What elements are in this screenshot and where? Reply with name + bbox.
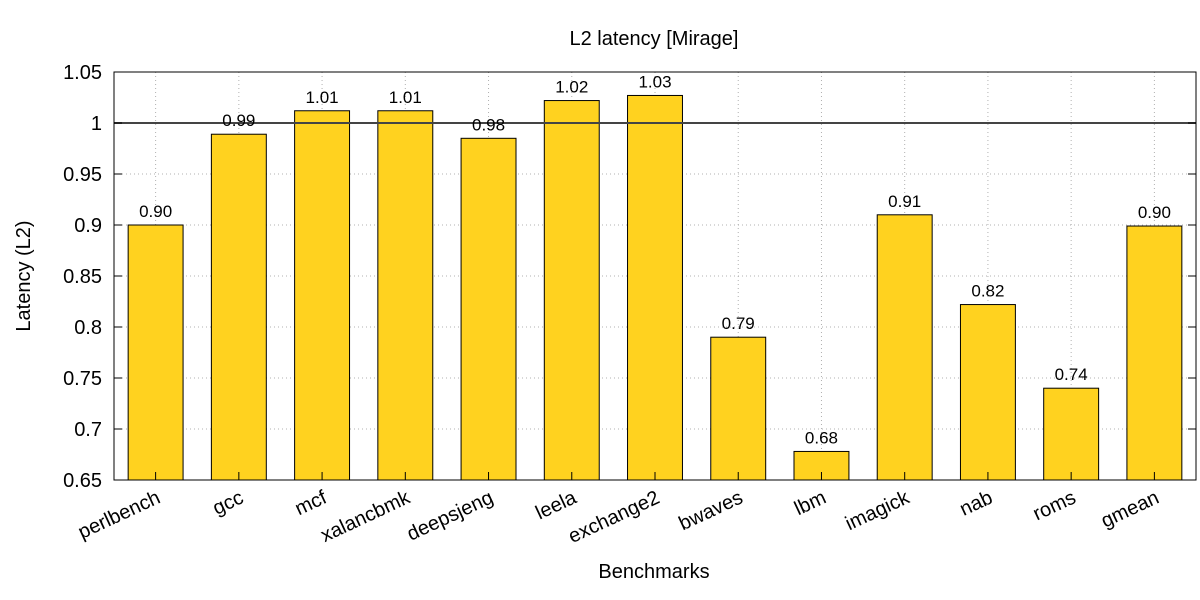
bar-leela: [543, 100, 600, 481]
x-tick-label: bwaves: [676, 487, 747, 536]
x-tick-label: xalancbmk: [317, 486, 414, 547]
y-tick-label: 0.9: [74, 215, 102, 237]
y-tick-label: 0.75: [63, 368, 102, 390]
data-label: 1.01: [306, 88, 339, 107]
y-tick-label: 0.7: [74, 419, 102, 441]
x-tick-label: roms: [1030, 487, 1080, 526]
data-labels: 0.90 0.99 1.01 1.01 0.98 1.02 1.03 0.79 0.68 0.91…: [139, 72, 1171, 447]
y-tick-label: 0.65: [63, 470, 102, 492]
x-tick-label: gcc: [209, 487, 247, 520]
y-tick-label: 0.95: [63, 164, 102, 186]
bar-perlbench: [127, 224, 184, 481]
y-tick-label: 1: [91, 113, 102, 135]
data-label: 0.68: [805, 428, 838, 447]
data-label: 0.98: [472, 115, 505, 134]
data-label: 0.91: [888, 192, 921, 211]
y-tick-label: 1.05: [63, 62, 102, 84]
x-tick-label: perlbench: [75, 487, 164, 544]
bar-imagick: [876, 214, 933, 481]
y-tick-label: 0.85: [63, 266, 102, 288]
bar-exchange2: [627, 94, 683, 481]
y-axis: 0.65 0.7 0.75 0.8 0.85 0.9 0.95 1 1.05: [63, 62, 1196, 492]
data-label: 0.82: [971, 282, 1004, 301]
x-tick-label: deepsjeng: [404, 487, 497, 546]
x-tick-label: lbm: [791, 487, 830, 521]
x-tick-label: gmean: [1098, 487, 1163, 533]
y-axis-label: Latency (L2): [13, 220, 35, 331]
x-tick-label: exchange2: [565, 487, 663, 548]
bar-gmean: [1126, 225, 1183, 481]
data-label: 1.02: [555, 78, 588, 97]
bar-bwaves: [710, 336, 767, 481]
bar-roms: [1043, 387, 1100, 481]
data-label: 0.99: [222, 111, 255, 130]
chart-title: L2 latency [Mirage]: [570, 28, 739, 50]
data-label: 1.03: [638, 72, 671, 91]
x-tick-label: leela: [532, 486, 580, 524]
bar-mcf: [294, 110, 351, 481]
bar-gcc: [210, 133, 267, 481]
bar-xalancbmk: [377, 110, 434, 481]
bar-deepsjeng: [460, 137, 517, 481]
x-axis-label: Benchmarks: [598, 561, 709, 583]
x-tick-label: nab: [956, 487, 996, 521]
x-tick-label: imagick: [842, 486, 914, 535]
data-label: 1.01: [389, 88, 422, 107]
data-label: 0.74: [1055, 365, 1088, 384]
bars: [127, 94, 1183, 481]
data-label: 0.79: [722, 314, 755, 333]
bar-nab: [959, 304, 1016, 481]
data-label: 0.90: [139, 202, 172, 221]
y-tick-label: 0.8: [74, 317, 102, 339]
x-tick-label: mcf: [292, 486, 331, 520]
data-label: 0.90: [1138, 203, 1171, 222]
